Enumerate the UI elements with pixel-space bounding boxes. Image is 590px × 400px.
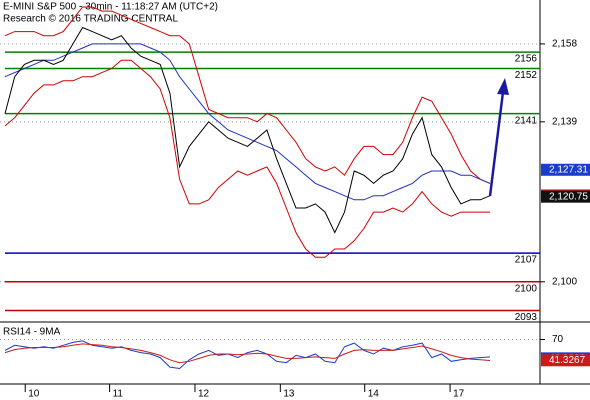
- chart-title: E-MINI S&P 500 - 30min - 11:18:27 AM (UT…: [3, 2, 218, 13]
- series-line: [4, 343, 491, 364]
- price-tag: [541, 190, 590, 203]
- panel-title: RSI14 - 9MA: [3, 327, 61, 338]
- y-tick-label: 2,100: [552, 276, 577, 287]
- x-tick-label: 14: [368, 389, 380, 400]
- price-tag-label: 41.3267: [549, 355, 586, 366]
- level-label: 2141: [515, 115, 538, 126]
- level-label: 2152: [515, 70, 538, 81]
- price-tag: [541, 163, 590, 176]
- series-line: [4, 26, 491, 234]
- plot: 2,158 2,139 2,100 10 11 12 13 14 17 2156 2152 2141 2…: [0, 6, 590, 400]
- level-label: 2100: [515, 283, 538, 294]
- x-tick-label: 13: [283, 389, 295, 400]
- series-line: [4, 59, 490, 258]
- y-tick-label: 70: [552, 334, 564, 345]
- price-tag-label: 2,120.75: [549, 191, 588, 202]
- x-tick-label: 10: [28, 389, 40, 400]
- y-tick-label: 2,158: [552, 39, 577, 50]
- series-line: [4, 6, 491, 184]
- x-tick-label: 17: [453, 389, 465, 400]
- series-line: [4, 43, 491, 201]
- y-tick-label: 2,139: [552, 116, 577, 127]
- level-label: 2156: [515, 54, 538, 65]
- level-label: 2093: [515, 312, 538, 323]
- arrow-head: [497, 78, 509, 95]
- x-tick-label: 11: [113, 389, 124, 400]
- arrow-shaft: [488, 91, 505, 197]
- price-tag: [541, 354, 590, 367]
- annotation-arrow: [488, 78, 509, 197]
- x-tick-label: 12: [198, 389, 210, 400]
- level-label: 2107: [515, 255, 538, 266]
- chart-subtitle: Research © 2016 TRADING CENTRAL: [3, 14, 178, 25]
- price-tag-label: 2,127.31: [549, 164, 588, 175]
- series-line: [4, 340, 491, 370]
